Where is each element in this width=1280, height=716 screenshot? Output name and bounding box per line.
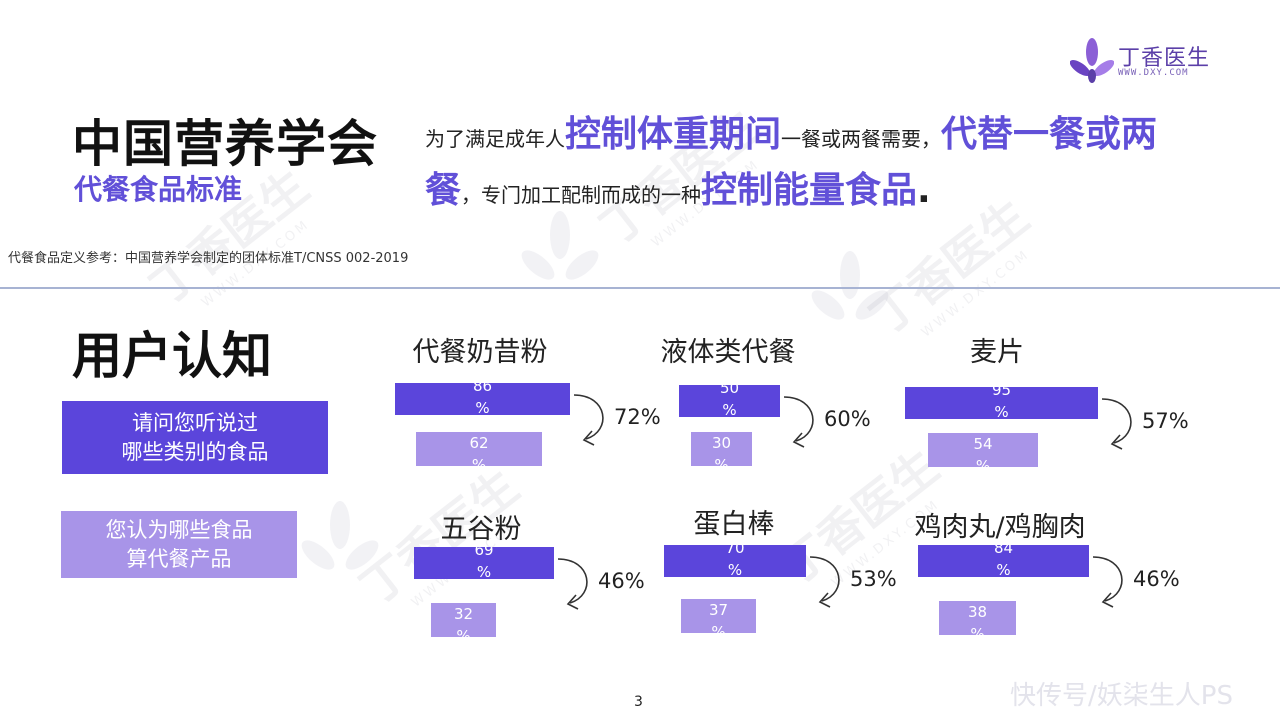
- category-title: 麦片: [970, 337, 1024, 368]
- brand-name: 丁香医生: [1118, 46, 1211, 71]
- category-title: 蛋白棒: [693, 509, 775, 540]
- conversion-ratio: 60%: [824, 407, 871, 431]
- curved-arrow-icon: [573, 394, 604, 446]
- definition-highlight: 代替一餐或两餐: [425, 114, 1158, 211]
- org-title: 中国营养学会: [72, 115, 378, 173]
- bar-heard: 50%: [679, 385, 780, 417]
- bar-unit: %: [722, 401, 737, 417]
- category-title: 鸡肉丸/鸡胸肉: [914, 512, 1086, 543]
- definition-part: 一餐或两餐需要，: [781, 127, 942, 151]
- bar-value: 37: [708, 601, 729, 619]
- conversion-ratio: 46%: [598, 569, 645, 593]
- bar-value: 50: [719, 385, 740, 397]
- bar-meal-replacement: 54%: [928, 433, 1038, 467]
- bar-value: 32: [453, 605, 474, 623]
- conversion-ratio: 72%: [614, 405, 661, 429]
- bar-heard: 95%: [905, 387, 1098, 419]
- bar-unit: %: [456, 627, 471, 637]
- reference-note: 代餐食品定义参考：中国营养学会制定的团体标准T/CNSS 002-2019: [8, 251, 409, 266]
- corner-watermark: 快传号/妖柒生人PS: [1010, 681, 1233, 711]
- brand-url: WWW.DXY.COM: [1118, 68, 1189, 78]
- brand-logo: 丁香医生 WWW.DXY.COM: [1069, 38, 1230, 88]
- legend-line: 算代餐产品: [126, 546, 232, 571]
- bar-unit: %: [994, 403, 1009, 419]
- bar-unit: %: [476, 563, 492, 579]
- bar-unit: %: [471, 456, 487, 466]
- definition-part: ，专门加工配制而成的一种: [461, 183, 702, 207]
- curved-arrow-icon: [1101, 398, 1132, 450]
- bar-unit: %: [711, 623, 726, 633]
- bar-value: 62: [469, 434, 489, 452]
- conversion-ratio: 46%: [1133, 567, 1180, 591]
- legend-meal-replacement: 您认为哪些食品 算代餐产品: [61, 511, 297, 578]
- bar-unit: %: [714, 456, 729, 466]
- bar-heard: 70%: [664, 545, 806, 577]
- section-title: 用户认知: [72, 327, 272, 385]
- definition-highlight: 控制能量食品: [701, 170, 918, 211]
- curved-arrow-icon: [1092, 556, 1123, 608]
- definition-highlight: 控制体重期间: [565, 114, 782, 155]
- page-number: 3: [634, 694, 643, 710]
- bar-meal-replacement: 37%: [681, 599, 756, 633]
- curved-arrow-icon: [783, 396, 814, 448]
- watermark-flower-icon: [811, 251, 889, 320]
- legend-heard: 请问您听说过 哪些类别的食品: [62, 401, 328, 474]
- curved-arrow-icon: [809, 556, 840, 608]
- bar-value: 69: [474, 547, 494, 559]
- standard-subtitle: 代餐食品标准: [74, 173, 243, 206]
- bar-unit: %: [975, 457, 991, 467]
- bar-meal-replacement: 62%: [416, 432, 542, 466]
- bar-value: 38: [967, 603, 988, 621]
- section-divider: [0, 287, 1280, 289]
- bar-value: 84: [993, 545, 1014, 557]
- flower-logo-icon: [1069, 38, 1115, 83]
- bar-value: 86: [472, 383, 493, 395]
- bar-unit: %: [970, 625, 985, 635]
- conversion-ratio: 53%: [850, 567, 897, 591]
- category-title: 代餐奶昔粉: [412, 337, 548, 368]
- watermark-flower-icon: [301, 501, 379, 570]
- category-title: 五谷粉: [440, 514, 522, 545]
- curved-arrow-icon: [557, 558, 588, 610]
- bar-heard: 86%: [395, 383, 570, 415]
- bar-meal-replacement: 38%: [939, 601, 1016, 635]
- legend-line: 您认为哪些食品: [105, 517, 253, 542]
- bar-meal-replacement: 32%: [431, 603, 496, 637]
- bar-value: 95: [991, 387, 1012, 399]
- bar-value: 54: [973, 435, 993, 453]
- bar-unit: %: [475, 399, 490, 415]
- bar-heard: 84%: [918, 545, 1089, 577]
- category-title: 液体类代餐: [660, 337, 796, 368]
- conversion-ratio: 57%: [1142, 409, 1189, 433]
- legend-line: 哪些类别的食品: [121, 439, 269, 464]
- bar-unit: %: [727, 561, 743, 577]
- bar-meal-replacement: 30%: [691, 432, 752, 466]
- bar-value: 70: [725, 545, 745, 557]
- legend-line: 请问您听说过: [132, 410, 258, 435]
- bar-heard: 69%: [414, 547, 554, 579]
- definition-part: .: [917, 170, 931, 211]
- definition-part: 为了满足成年人: [425, 127, 565, 151]
- definition-text: 为了满足成年人控制体重期间一餐或两餐需要，代替一餐或两餐，专门加工配制而成的一种…: [425, 110, 1185, 222]
- bar-unit: %: [996, 561, 1011, 577]
- bar-value: 30: [711, 434, 732, 452]
